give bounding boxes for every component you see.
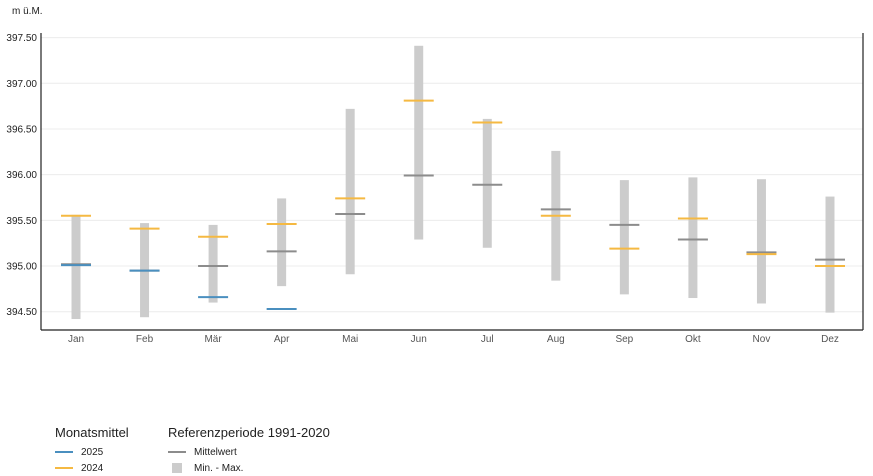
legend-swatch-2024: [55, 467, 73, 469]
monthly-markers: [61, 99, 845, 310]
x-tick-label: Dez: [821, 334, 839, 345]
x-tick-label: Aug: [547, 334, 565, 345]
legend-label-mean: Mittelwert: [194, 446, 237, 458]
y-tick-labels: 394.50 395.00 395.50 396.00 396.50 397.00 397.…: [6, 33, 37, 318]
y-tick-label: 397.00: [6, 79, 37, 90]
x-tick-label: Nov: [753, 334, 771, 345]
range-bar: [825, 196, 835, 313]
range-bar: [482, 118, 492, 248]
range-bar: [277, 198, 287, 287]
y-axis-unit-label: m ü.M.: [12, 6, 43, 17]
legend-monthly-title: Monatsmittel: [55, 425, 129, 440]
legend-item-range: Min. - Max.: [168, 460, 330, 476]
y-tick-label: 396.00: [6, 170, 37, 181]
lake-level-chart: 394.50 395.00 395.50 396.00 396.50 397.00 397.…: [6, 33, 864, 345]
x-tick-label: Sep: [615, 334, 633, 345]
range-bar: [688, 177, 698, 299]
range-bar: [71, 214, 81, 320]
x-tick-label: Jun: [411, 334, 427, 345]
range-bar: [619, 180, 629, 295]
x-tick-label: Mär: [204, 334, 222, 345]
legend-swatch-range: [172, 463, 182, 473]
range-bar: [414, 45, 424, 240]
min-max-bars: [71, 45, 835, 320]
legend-monthly: Monatsmittel 2025 2024: [55, 425, 129, 476]
legend-swatch-mean: [168, 451, 186, 453]
y-tick-label: 397.50: [6, 33, 37, 44]
legend-label-range: Min. - Max.: [194, 462, 244, 474]
legend-reference-title: Referenzperiode 1991-2020: [168, 425, 330, 440]
x-tick-label: Mai: [342, 334, 358, 345]
legend-reference: Referenzperiode 1991-2020 Mittelwert Min…: [168, 425, 330, 476]
range-bar: [345, 108, 355, 275]
x-tick-label: Feb: [136, 334, 154, 345]
legend-label-2024: 2024: [81, 462, 104, 474]
legend-label-2025: 2025: [81, 446, 104, 458]
x-tick-label: Okt: [685, 334, 701, 345]
x-tick-label: Jan: [68, 334, 84, 345]
legend-item-2024: 2024: [55, 460, 129, 476]
legend-item-2025: 2025: [55, 444, 129, 460]
y-tick-label: 394.50: [6, 307, 37, 318]
y-tick-label: 396.50: [6, 124, 37, 135]
x-tick-labels: Jan Feb Mär Apr Mai Jun Jul Aug Sep Okt Nov Dez: [68, 334, 839, 345]
gridlines: [41, 37, 863, 313]
range-bar: [756, 179, 766, 304]
legend-item-mean: Mittelwert: [168, 444, 330, 460]
x-tick-label: Apr: [274, 334, 290, 345]
axes: [40, 33, 864, 331]
legend-swatch-2025: [55, 451, 73, 453]
y-tick-label: 395.50: [6, 216, 37, 227]
range-bar: [208, 224, 218, 303]
x-tick-label: Jul: [481, 334, 494, 345]
y-tick-label: 395.00: [6, 262, 37, 273]
